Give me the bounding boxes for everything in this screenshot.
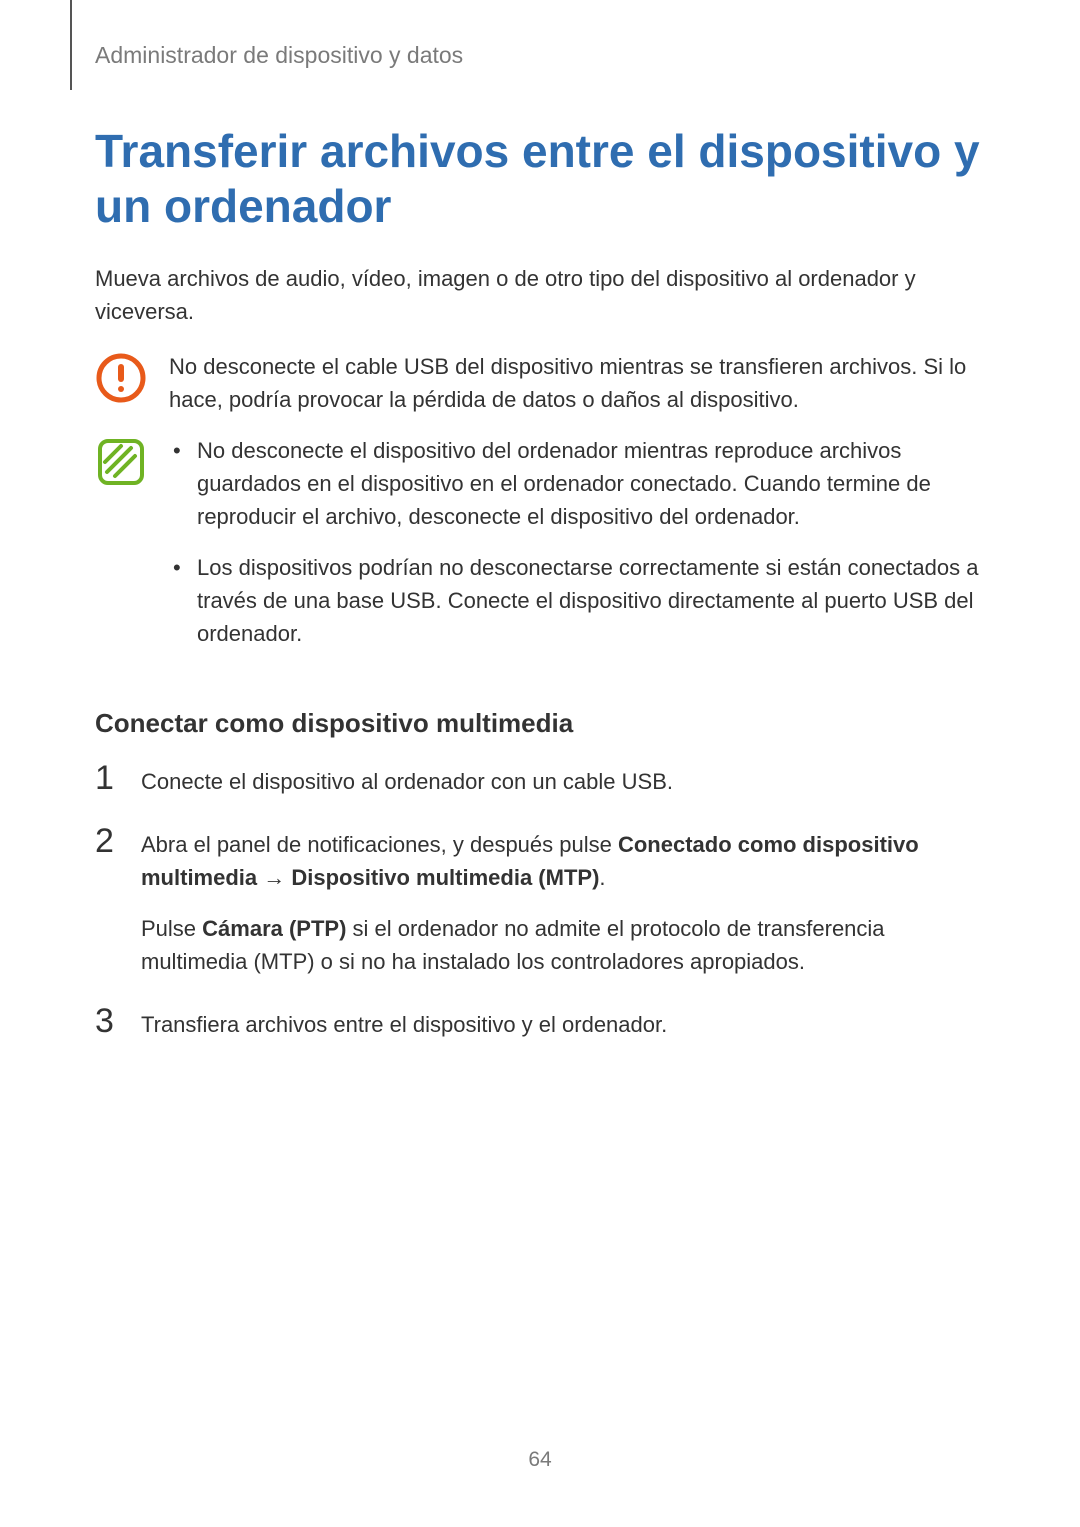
step-2-p2-bold: Cámara (PTP) [202, 916, 346, 941]
note-bullet-2: Los dispositivos podrían no desconectars… [169, 551, 985, 650]
step-2-p2-lead: Pulse [141, 916, 202, 941]
header-rule [70, 0, 72, 90]
note-callout: No desconecte el dispositivo del ordenad… [95, 434, 985, 668]
step-1-text: Conecte el dispositivo al ordenador con … [141, 765, 985, 798]
step-2: 2 Abra el panel de notificaciones, y des… [95, 828, 985, 978]
step-3-text: Transfiera archivos entre el dispositivo… [141, 1008, 985, 1041]
step-number: 1 [95, 759, 114, 798]
section-subtitle: Conectar como dispositivo multimedia [95, 708, 985, 739]
warning-text: No desconecte el cable USB del dispositi… [169, 350, 985, 416]
note-bullets: No desconecte el dispositivo del ordenad… [169, 434, 985, 668]
note-icon [95, 436, 147, 488]
breadcrumb: Administrador de dispositivo y datos [95, 30, 985, 69]
step-2-para-1: Abra el panel de notificaciones, y despu… [141, 828, 985, 894]
page-number: 64 [0, 1448, 1080, 1472]
arrow-icon: → [257, 865, 291, 890]
step-2-tail: . [599, 865, 605, 890]
manual-page: Administrador de dispositivo y datos Tra… [0, 0, 1080, 1527]
step-number: 3 [95, 1002, 114, 1041]
steps-list: 1 Conecte el dispositivo al ordenador co… [95, 765, 985, 1041]
note-bullet-1: No desconecte el dispositivo del ordenad… [169, 434, 985, 533]
warning-icon [95, 352, 147, 404]
step-1: 1 Conecte el dispositivo al ordenador co… [95, 765, 985, 798]
step-2-lead: Abra el panel de notificaciones, y despu… [141, 832, 618, 857]
page-title: Transferir archivos entre el dispositivo… [95, 124, 985, 234]
step-3: 3 Transfiera archivos entre el dispositi… [95, 1008, 985, 1041]
step-number: 2 [95, 822, 114, 861]
step-2-para-2: Pulse Cámara (PTP) si el ordenador no ad… [141, 912, 985, 978]
step-2-bold-2: Dispositivo multimedia (MTP) [291, 865, 599, 890]
warning-callout: No desconecte el cable USB del dispositi… [95, 350, 985, 416]
intro-paragraph: Mueva archivos de audio, vídeo, imagen o… [95, 262, 985, 328]
page-header: Administrador de dispositivo y datos [95, 30, 985, 69]
